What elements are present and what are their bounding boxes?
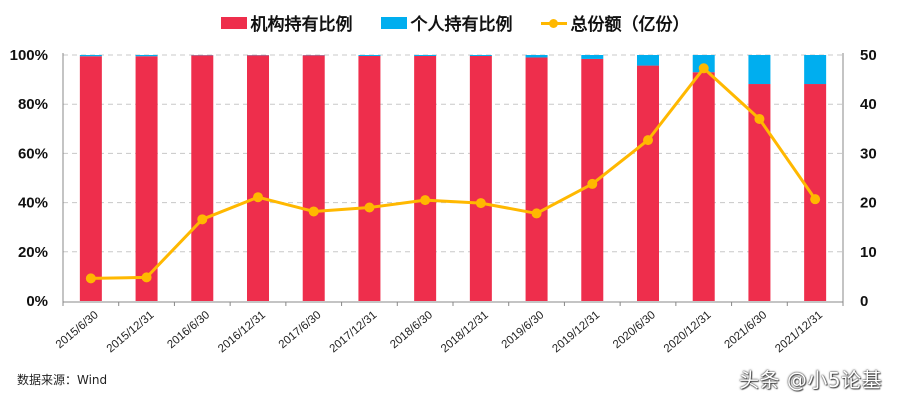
x-axis-tick-label: 2015/6/30 [54, 309, 101, 351]
bar-individual [469, 55, 492, 56]
total-shares-line [90, 66, 817, 280]
total-shares-point [85, 273, 96, 284]
bar-individual [358, 55, 381, 56]
total-shares-point [475, 198, 486, 209]
total-shares-point [420, 195, 431, 206]
x-axis-tick-label: 2017/12/31 [328, 309, 380, 355]
left-axis-tick-label: 0% [26, 293, 48, 310]
bar-individual [414, 55, 437, 56]
total-shares-point [253, 192, 263, 203]
bar-institution [191, 55, 214, 301]
total-shares-point [587, 178, 598, 189]
right-axis-tick-label: 20 [860, 195, 877, 212]
legend-label-institution: 机构持有比例 [250, 15, 353, 35]
bar-institution [79, 56, 102, 302]
total-shares-point [531, 208, 542, 219]
bar-institution [302, 55, 325, 301]
left-axis-tick-label: 100% [10, 47, 48, 64]
total-shares-point [364, 202, 375, 213]
bar-institution [804, 84, 827, 301]
total-shares-point [754, 113, 765, 124]
legend-swatch-institution [220, 16, 247, 29]
right-axis-tick-label: 0 [860, 293, 868, 310]
left-axis-tick-label: 80% [18, 96, 48, 113]
total-shares-point [141, 272, 152, 283]
legend-item-individual: 个人持有比例 [380, 10, 513, 35]
total-shares-point [197, 214, 208, 225]
bar-institution [469, 55, 492, 301]
source-note: 数据来源：Wind [17, 373, 108, 387]
right-axis-tick-label: 50 [860, 47, 877, 64]
x-axis-tick-label: 2020/6/30 [611, 309, 658, 351]
x-axis-tick-label: 2019/6/30 [500, 309, 547, 351]
legend-item-total-shares: 总份额（亿份） [540, 10, 690, 35]
x-axis-tick-label: 2018/12/31 [439, 309, 491, 355]
bar-institution [637, 65, 659, 301]
bar-institution [247, 55, 269, 301]
total-shares-point [810, 194, 821, 205]
legend-swatch-individual [380, 16, 407, 29]
x-axis-tick-label: 2016/12/31 [216, 309, 268, 355]
bar-individual [581, 55, 604, 59]
bar-individual [135, 55, 158, 57]
watermark: 头条 @小5论基 [739, 368, 883, 392]
left-axis-tick-label: 20% [18, 244, 48, 261]
x-axis-tick-label: 2021/12/31 [773, 309, 825, 355]
total-shares-point [308, 206, 319, 217]
left-axis-tick-label: 60% [18, 145, 48, 162]
bars [79, 55, 827, 302]
x-axis-tick-label: 2018/6/30 [388, 309, 435, 351]
bar-individual [637, 55, 659, 66]
x-axis-tick-label: 2020/12/31 [662, 309, 714, 355]
total-shares-point [698, 63, 709, 74]
bar-individual [79, 55, 102, 57]
x-axis-tick-label: 2016/6/30 [165, 309, 212, 351]
bar-institution [525, 57, 548, 302]
bar-individual [804, 55, 827, 85]
bar-institution [692, 72, 715, 301]
chart-legend: 机构持有比例 个人持有比例 总份额（亿份） [0, 10, 910, 35]
right-axis-tick-label: 40 [860, 96, 877, 113]
gridlines [63, 54, 843, 253]
bar-institution [135, 56, 158, 302]
legend-line-marker-icon [540, 17, 567, 29]
bar-institution [748, 84, 771, 301]
bar-individual [748, 55, 771, 85]
right-axis-tick-label: 30 [860, 145, 877, 162]
right-axis-tick-label: 10 [860, 244, 877, 261]
total-shares-point [643, 135, 653, 146]
x-axis-tick-label: 2017/6/30 [277, 309, 324, 351]
legend-label-individual: 个人持有比例 [410, 15, 513, 35]
bar-institution [414, 55, 437, 301]
legend-label-total-shares: 总份额（亿份） [570, 15, 690, 35]
x-axis-tick-label: 2015/12/31 [105, 309, 157, 355]
x-axis-tick-label: 2021/6/30 [722, 309, 769, 351]
legend-item-institution: 机构持有比例 [220, 10, 353, 35]
left-axis-tick-label: 40% [18, 195, 48, 212]
bar-individual [525, 55, 548, 58]
bar-institution [358, 55, 381, 301]
x-axis-tick-label: 2019/12/31 [550, 309, 602, 355]
